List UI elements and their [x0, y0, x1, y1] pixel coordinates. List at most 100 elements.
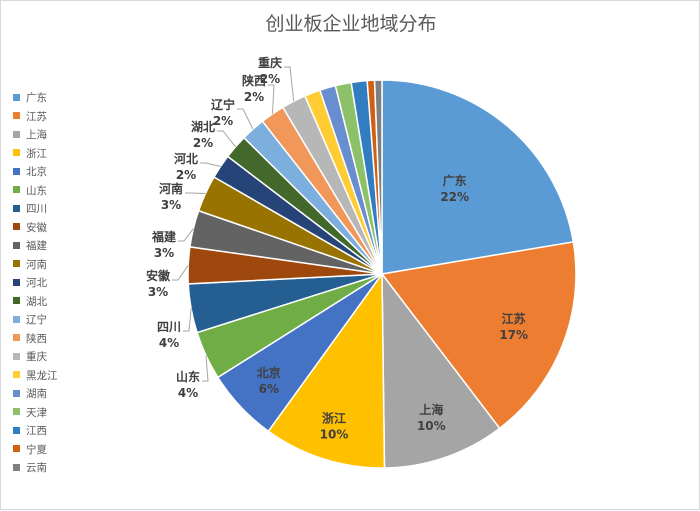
- pie-slice-21: [373, 79, 383, 275]
- pie-slice-4: [267, 271, 386, 469]
- legend-item-6: 山东: [13, 182, 58, 201]
- legend-item-3: 上海: [13, 126, 58, 145]
- leader-line-13: [237, 108, 254, 130]
- slice-label-category-5: 北京: [257, 365, 281, 380]
- slice-label-category-1: 广东: [443, 173, 467, 188]
- slice-label-value-1: 22%: [440, 190, 469, 204]
- legend-swatch: [13, 130, 20, 138]
- leader-line-7: [183, 308, 192, 332]
- legend-item-13: 辽宁: [13, 311, 58, 330]
- legend-swatch: [13, 186, 20, 193]
- slice-label-category-12: 湖北: [191, 119, 215, 134]
- leader-line-9: [178, 228, 194, 242]
- legend-swatch: [13, 112, 20, 119]
- legend-swatch: [13, 389, 20, 397]
- legend-item-14: 陕西: [13, 330, 58, 349]
- legend-item-19: 江西: [13, 422, 58, 441]
- slice-label-category-13: 辽宁: [211, 97, 235, 112]
- legend-item-18: 天津: [13, 404, 58, 423]
- pie-slices: [187, 79, 577, 469]
- slice-label-value-14: 2%: [244, 90, 264, 104]
- leader-line-11: [200, 162, 221, 167]
- slice-label-category-4: 浙江: [322, 411, 346, 426]
- legend-item-8: 安徽: [13, 219, 58, 238]
- legend-item-9: 福建: [13, 237, 58, 256]
- legend-label: 北京: [26, 166, 47, 178]
- legend-swatch: [13, 463, 20, 471]
- legend-swatch: [13, 260, 20, 267]
- slice-label-category-2: 江苏: [502, 311, 526, 326]
- pie-slice-3: [381, 271, 501, 469]
- chart-title: 创业板企业地域分布: [265, 13, 437, 35]
- legend-item-15: 重庆: [13, 348, 58, 367]
- legend-label: 黑龙江: [26, 369, 58, 382]
- legend-item-5: 北京: [13, 163, 58, 182]
- slice-label-value-11: 2%: [176, 168, 196, 182]
- slice-label-category-9: 福建: [151, 229, 177, 244]
- legend-swatch: [13, 426, 20, 434]
- slice-label-category-3: 上海: [419, 402, 443, 417]
- legend-label: 广东: [26, 92, 47, 104]
- legend-label: 上海: [26, 129, 47, 141]
- legend-swatch: [13, 334, 20, 341]
- legend-label: 福建: [26, 240, 47, 252]
- leader-lines: [172, 66, 295, 382]
- slice-label-value-6: 4%: [178, 386, 198, 400]
- legend-label: 安徽: [26, 221, 47, 234]
- slice-label-category-11: 河北: [173, 151, 198, 166]
- slice-label-value-15: 2%: [260, 72, 280, 86]
- slice-label-value-13: 2%: [213, 114, 233, 128]
- slice-label-value-7: 4%: [159, 336, 179, 350]
- legend-label: 江西: [26, 425, 47, 437]
- legend-item-16: 黑龙江: [13, 367, 58, 386]
- legend-item-21: 云南: [13, 459, 58, 478]
- leader-line-10: [185, 192, 206, 195]
- legend-swatch: [13, 167, 20, 175]
- leader-line-12: [217, 130, 236, 148]
- legend-label: 辽宁: [26, 314, 47, 326]
- slice-label-value-8: 3%: [148, 285, 168, 299]
- legend-item-20: 宁夏: [13, 441, 58, 460]
- legend-label: 湖南: [26, 388, 47, 400]
- legend-label: 天津: [26, 406, 47, 419]
- legend-swatch: [13, 297, 20, 304]
- slice-label-value-4: 10%: [320, 428, 349, 442]
- legend-label: 浙江: [26, 147, 47, 160]
- legend-swatch: [13, 408, 20, 415]
- slice-label-value-2: 17%: [499, 328, 528, 342]
- legend-label: 重庆: [26, 351, 47, 363]
- pie-slice-2: [380, 241, 577, 430]
- legend-swatch: [13, 352, 20, 360]
- legend-swatch: [13, 445, 20, 452]
- legend-label: 云南: [26, 462, 47, 474]
- legend: 广东 江苏 上海 浙江 北京 山东 四川 安徽 福建 河南 河北 湖北 辽宁 陕西 重庆 黑龙江 湖南 天津 江西宁…: [13, 89, 58, 478]
- legend-swatch: [13, 204, 20, 212]
- legend-swatch: [13, 93, 20, 101]
- leader-line-15: [284, 66, 295, 102]
- legend-label: 江苏: [26, 110, 47, 123]
- leader-line-14: [268, 84, 275, 114]
- slice-label-category-8: 安徽: [146, 268, 171, 283]
- slice-label-category-15: 重庆: [258, 55, 282, 70]
- leader-line-8: [172, 265, 189, 281]
- slice-label-value-3: 10%: [417, 419, 446, 433]
- legend-label: 湖北: [26, 295, 47, 308]
- slice-label-value-10: 3%: [161, 198, 181, 212]
- legend-label: 河南: [26, 258, 47, 271]
- pie-slice-1: [381, 79, 575, 275]
- legend-label: 山东: [26, 184, 47, 197]
- legend-item-4: 浙江: [13, 145, 58, 164]
- data-labels: 广东 22% 江苏 17% 上海 10% 浙江 10% 北京 6% 山东 4% 四川 4% 安徽 3% 福建 3%…: [146, 55, 528, 442]
- legend-item-1: 广东: [13, 89, 58, 108]
- slice-label-value-5: 6%: [259, 382, 279, 396]
- slice-label-value-12: 2%: [193, 136, 213, 150]
- legend-label: 宁夏: [26, 443, 47, 456]
- slice-label-category-10: 河南: [158, 181, 183, 196]
- legend-swatch: [13, 278, 20, 286]
- legend-item-10: 河南: [13, 256, 58, 275]
- slice-label-category-14: 陕西: [242, 73, 266, 88]
- legend-swatch: [13, 371, 20, 378]
- legend-label: 陕西: [26, 332, 47, 345]
